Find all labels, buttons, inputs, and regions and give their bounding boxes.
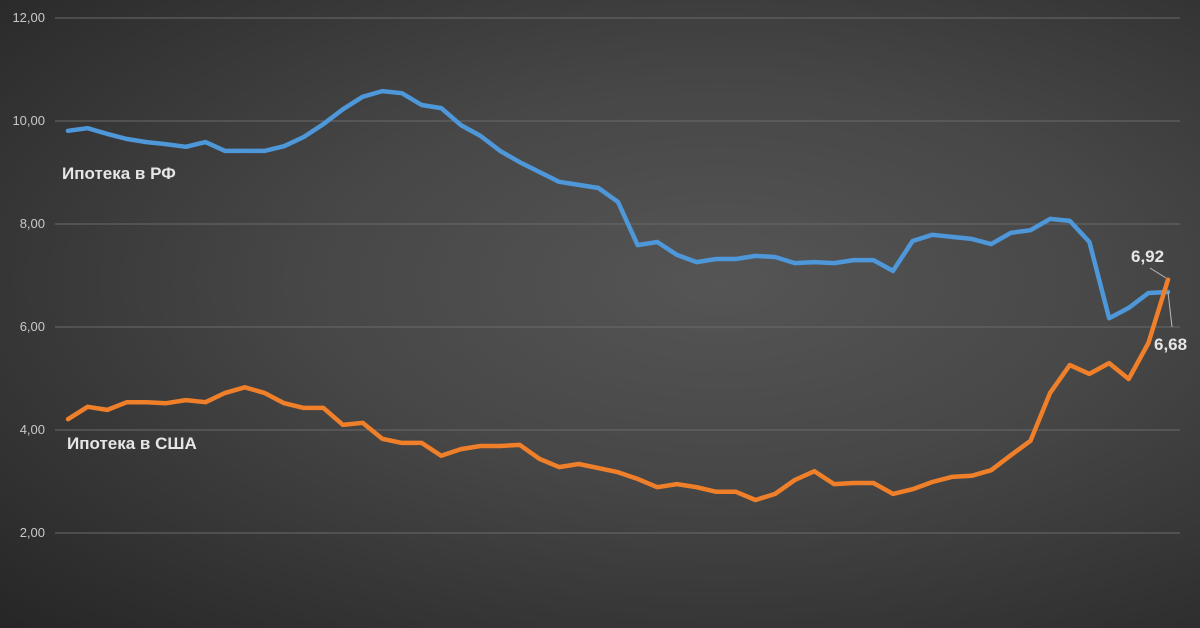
leader-line-usa	[1149, 267, 1167, 279]
y-tick-label: 4,00	[20, 422, 45, 437]
y-tick-label: 12,00	[12, 10, 45, 25]
gridlines	[55, 17, 1180, 534]
series-label-usa: Ипотека в США	[67, 434, 197, 453]
series-lines	[65, 88, 1171, 503]
y-tick-label: 8,00	[20, 216, 45, 231]
y-tick-label: 6,00	[20, 319, 45, 334]
series-label-rf: Ипотека в РФ	[62, 164, 176, 183]
y-tick-label: 10,00	[12, 113, 45, 128]
y-axis-ticks: 2,00 4,00 6,00 8,00 10,00 12,00	[12, 10, 45, 540]
series-line-rf	[65, 88, 1171, 321]
y-tick-label: 2,00	[20, 525, 45, 540]
end-label-rf: 6,68	[1154, 335, 1187, 354]
end-label-usa: 6,92	[1131, 247, 1164, 266]
series-line-usa	[65, 277, 1171, 503]
leader-line-rf	[1167, 291, 1173, 328]
